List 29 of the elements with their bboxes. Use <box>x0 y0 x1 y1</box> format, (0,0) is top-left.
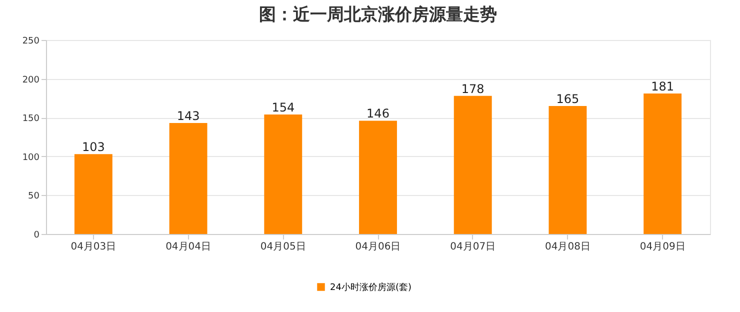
y-tick-label: 150 <box>22 114 40 124</box>
x-tick-label: 04月07日 <box>450 242 496 252</box>
y-tick-label: 250 <box>22 36 40 46</box>
chart-title: 图：近一周北京涨价房源量走势 <box>259 5 497 25</box>
x-tick-label: 04月09日 <box>640 242 686 252</box>
data-label: 181 <box>651 80 674 94</box>
data-label: 154 <box>272 100 295 114</box>
bar <box>454 96 492 234</box>
data-label: 165 <box>556 92 580 106</box>
y-tick-label: 100 <box>22 152 40 163</box>
x-tick-label: 04月03日 <box>70 242 116 252</box>
data-label: 146 <box>366 106 390 121</box>
data-label: 178 <box>461 82 484 96</box>
bar <box>644 94 682 234</box>
y-tick-label: 0 <box>34 230 40 240</box>
y-tick-label: 200 <box>22 75 40 86</box>
bar <box>264 114 302 234</box>
x-tick-label: 04月04日 <box>166 242 212 252</box>
bar <box>548 106 587 234</box>
y-tick-label: 50 <box>28 192 40 202</box>
data-label: 143 <box>176 109 200 124</box>
bar <box>169 123 208 234</box>
legend-label: 24小时涨价房源(套) <box>330 282 412 293</box>
x-tick-label: 04月05日 <box>260 242 306 252</box>
bar <box>359 120 397 234</box>
x-tick-label: 04月08日 <box>544 242 590 252</box>
data-label: 103 <box>82 140 105 154</box>
x-tick-label: 04月06日 <box>355 242 401 252</box>
bar <box>74 154 112 234</box>
